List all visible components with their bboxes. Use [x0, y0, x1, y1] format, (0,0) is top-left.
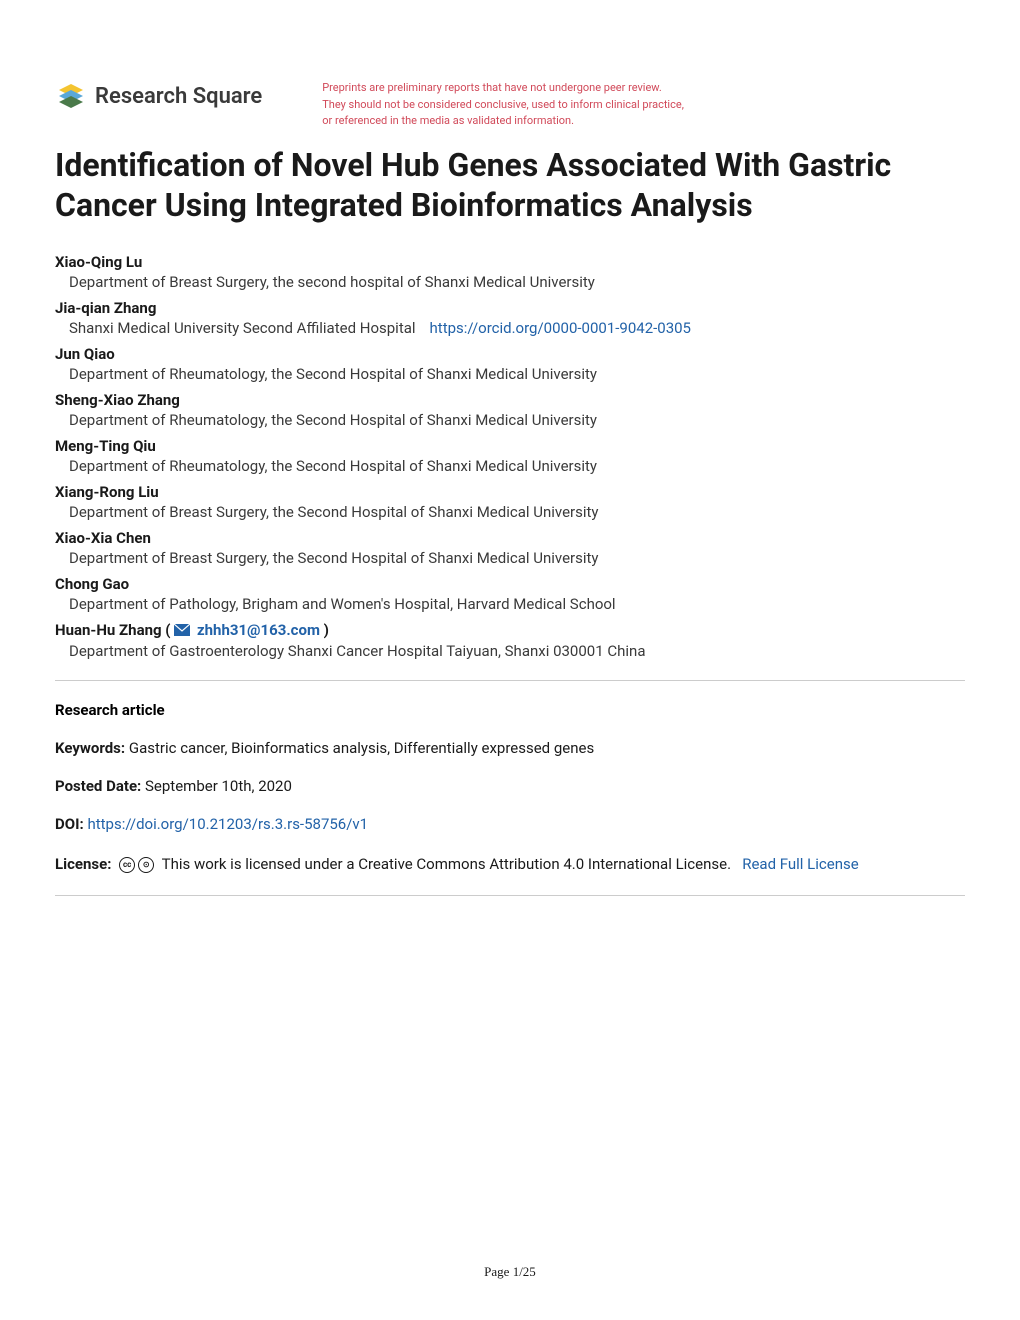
doi-row: DOI: https://doi.org/10.21203/rs.3.rs-58… [55, 815, 965, 833]
research-square-logo-icon [55, 80, 87, 112]
author-entry: Xiao-Qing Lu Department of Breast Surgery… [55, 253, 965, 291]
author-name: Huan-Hu Zhang ( zhhh31@163.com ) [55, 621, 965, 640]
preprint-disclaimer: Preprints are preliminary reports that h… [322, 80, 684, 130]
author-entry: Xiang-Rong Liu Department of Breast Surge… [55, 483, 965, 521]
cc-by-icon: ⊙ [138, 857, 154, 873]
disclaimer-line: or referenced in the media as validated … [322, 114, 574, 127]
posted-date-value: September 10th, 2020 [145, 777, 292, 795]
author-affiliation: Department of Rheumatology, the Second H… [69, 457, 965, 475]
paper-title: Identification of Novel Hub Genes Associ… [55, 145, 965, 225]
author-name: Xiao-Qing Lu [55, 253, 965, 271]
keywords-row: Keywords: Gastric cancer, Bioinformatics… [55, 739, 965, 757]
keywords-label: Keywords: [55, 739, 125, 757]
author-name: Sheng-Xiao Zhang [55, 391, 965, 409]
author-entry: Jia-qian Zhang Shanxi Medical University … [55, 299, 965, 337]
divider [55, 680, 965, 681]
logo-text: Research Square [95, 84, 262, 109]
orcid-link[interactable]: https://orcid.org/0000-0001-9042-0305 [430, 319, 691, 337]
keywords-value: Gastric cancer, Bioinformatics analysis,… [129, 739, 594, 757]
author-affiliation: Department of Gastroenterology Shanxi Ca… [69, 642, 965, 660]
license-label: License: [55, 855, 111, 873]
author-entry: Chong Gao Department of Pathology, Brigha… [55, 575, 965, 613]
author-affiliation: Department of Pathology, Brigham and Wom… [69, 595, 965, 613]
author-email-link[interactable]: zhhh31@163.com [193, 621, 320, 639]
author-entry: Jun Qiao Department of Rheumatology, the … [55, 345, 965, 383]
divider [55, 895, 965, 896]
author-name: Chong Gao [55, 575, 965, 593]
article-type: Research article [55, 701, 965, 719]
author-name: Jun Qiao [55, 345, 965, 363]
doi-link[interactable]: https://doi.org/10.21203/rs.3.rs-58756/v… [87, 815, 368, 833]
author-affiliation: Department of Rheumatology, the Second H… [69, 365, 965, 383]
page-number: Page 1/25 [484, 1264, 536, 1280]
author-affiliation: Department of Rheumatology, the Second H… [69, 411, 965, 429]
disclaimer-line: They should not be considered conclusive… [322, 98, 684, 111]
corresponding-author-marker: ( [162, 621, 175, 639]
author-entry: Meng-Ting Qiu Department of Rheumatology,… [55, 437, 965, 475]
author-entry: Huan-Hu Zhang ( zhhh31@163.com ) Departme… [55, 621, 965, 660]
author-name: Jia-qian Zhang [55, 299, 965, 317]
author-affiliation: Department of Breast Surgery, the second… [69, 273, 965, 291]
author-name: Xiang-Rong Liu [55, 483, 965, 501]
license-text: This work is licensed under a Creative C… [162, 855, 731, 873]
author-name: Xiao-Xia Chen [55, 529, 965, 547]
authors-list: Xiao-Qing Lu Department of Breast Surgery… [55, 253, 965, 660]
header: Research Square Preprints are preliminar… [55, 80, 965, 130]
license-link[interactable]: Read Full License [742, 855, 858, 873]
author-name: Meng-Ting Qiu [55, 437, 965, 455]
author-affiliation: Department of Breast Surgery, the Second… [69, 503, 965, 521]
author-affiliation: Department of Breast Surgery, the Second… [69, 549, 965, 567]
disclaimer-line: Preprints are preliminary reports that h… [322, 81, 662, 94]
license-row: License: cc ⊙ This work is licensed unde… [55, 853, 965, 876]
metadata-section: Research article Keywords: Gastric cance… [55, 701, 965, 876]
cc-license-icons: cc ⊙ [119, 857, 154, 873]
cc-icon: cc [119, 857, 135, 873]
logo-section: Research Square [55, 80, 262, 112]
author-entry: Xiao-Xia Chen Department of Breast Surger… [55, 529, 965, 567]
posted-date-label: Posted Date: [55, 777, 141, 795]
author-affiliation: Shanxi Medical University Second Affilia… [69, 319, 965, 337]
posted-date-row: Posted Date: September 10th, 2020 [55, 777, 965, 795]
email-icon [174, 622, 190, 640]
doi-label: DOI: [55, 815, 84, 833]
author-entry: Sheng-Xiao Zhang Department of Rheumatolo… [55, 391, 965, 429]
